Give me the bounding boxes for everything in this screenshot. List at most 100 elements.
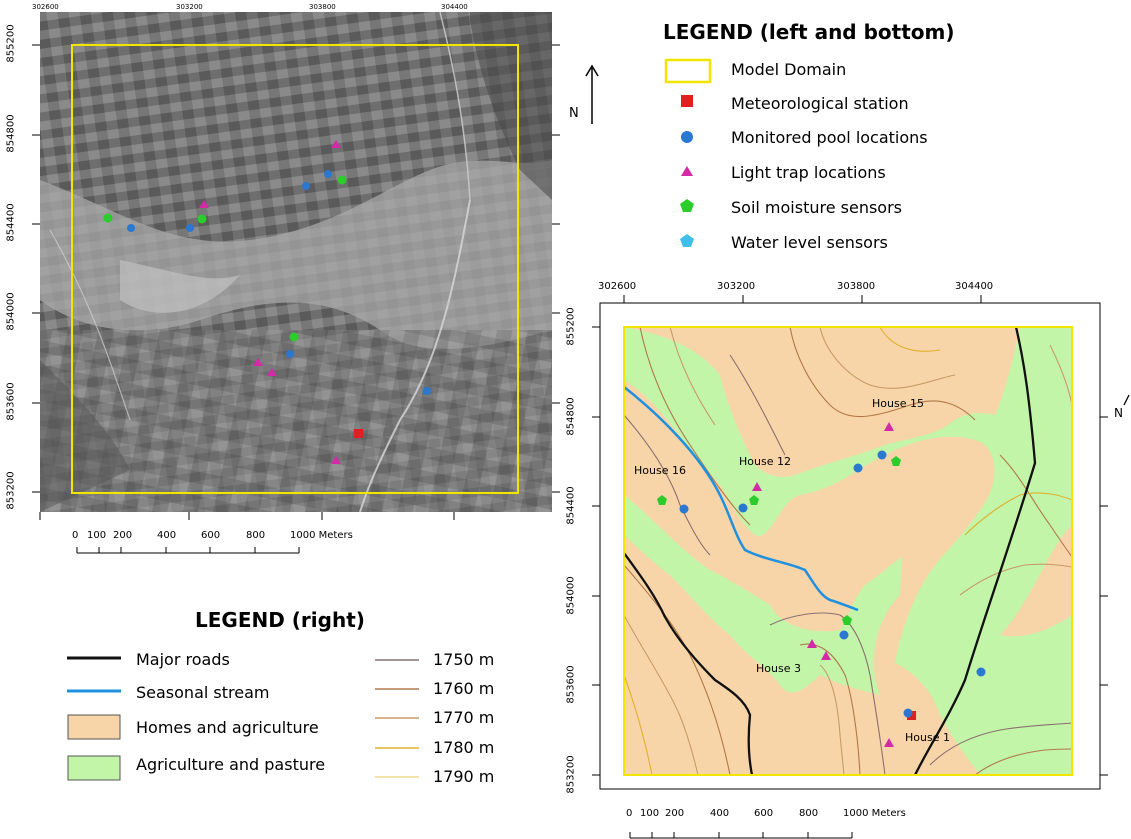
- north-label: N: [569, 106, 579, 121]
- road-line: [913, 326, 1037, 776]
- pasture-icon: [67, 755, 121, 781]
- light-trap-marker: [199, 200, 209, 208]
- light-trap-marker: [807, 639, 817, 648]
- light-trap-icon: [681, 166, 693, 176]
- left-y-tick: 854000: [5, 292, 17, 331]
- pool-marker: [738, 503, 748, 513]
- met-station-icon: [681, 95, 693, 107]
- right-y-tick: 854800: [565, 397, 577, 436]
- legend-item-light-trap: Light trap locations: [731, 163, 886, 182]
- left-scale-label: 100: [87, 530, 107, 541]
- right-y-tick: 854000: [565, 576, 577, 615]
- right-y-tick: 853200: [565, 755, 577, 794]
- pool-marker: [679, 504, 689, 514]
- light-trap-marker: [331, 456, 341, 464]
- pool-marker: [302, 182, 310, 190]
- right-scale-label: 400: [710, 808, 730, 819]
- pool-marker: [839, 630, 849, 640]
- legend-item-roads: Major roads: [136, 650, 230, 669]
- left-y-tick: 853600: [5, 382, 17, 421]
- left-y-tick: 854800: [5, 114, 17, 153]
- soil-sensor-marker: [289, 332, 299, 342]
- legend-item-model-domain: Model Domain: [731, 60, 847, 79]
- right-legend-title: LEGEND (right): [195, 608, 365, 632]
- pool-marker: [423, 387, 431, 395]
- light-trap-marker: [267, 368, 277, 376]
- contour-label: 1770 m: [433, 708, 495, 727]
- legend-item-stream: Seasonal stream: [136, 683, 270, 702]
- legend-item-met-station: Meteorological station: [731, 94, 909, 113]
- right-scale-label: 200: [665, 808, 685, 819]
- left-x-tick: 304400: [441, 3, 468, 11]
- contour-label: 1780 m: [433, 738, 495, 757]
- house-label: House 1: [905, 731, 950, 744]
- model-domain-icon: [664, 58, 712, 84]
- right-y-tick: 853600: [565, 665, 577, 704]
- left-scale-bar: [76, 547, 300, 554]
- right-scale-label: 800: [799, 808, 819, 819]
- right-y-tick: 855200: [565, 307, 577, 346]
- legend-item-pasture: Agriculture and pasture: [136, 755, 326, 774]
- contour-legend-icons: [375, 659, 419, 778]
- contour-label: 1790 m: [433, 767, 495, 786]
- contour-label: 1760 m: [433, 679, 495, 698]
- left-y-tick: 854400: [5, 203, 17, 242]
- stream-line: [623, 386, 859, 612]
- left-x-tick: 303800: [309, 3, 336, 11]
- left-y-tick: 853200: [5, 471, 17, 510]
- left-scale-label: 1000 Meters: [290, 530, 353, 541]
- left-scale-label: 400: [157, 530, 177, 541]
- soil-sensor-marker: [842, 615, 852, 625]
- pool-marker: [286, 350, 294, 358]
- light-trap-marker: [752, 482, 762, 491]
- soil-sensor-marker: [749, 495, 759, 505]
- soil-sensor-icon: [680, 199, 694, 212]
- right-scale-bar: [629, 832, 853, 839]
- light-trap-marker: [253, 358, 263, 366]
- soil-sensor-marker: [197, 214, 207, 224]
- left-y-tick: 855200: [5, 24, 17, 63]
- light-trap-marker: [884, 738, 894, 747]
- aerial-map: [32, 11, 560, 554]
- met-station-marker: [354, 429, 363, 438]
- pool-marker: [976, 667, 986, 677]
- top-legend-title: LEGEND (left and bottom): [663, 20, 955, 44]
- right-x-tick: 304400: [955, 281, 994, 292]
- top-legend-icons: [664, 58, 712, 247]
- pool-marker: [186, 224, 194, 232]
- right-x-tick: 303200: [717, 281, 756, 292]
- light-trap-marker: [821, 651, 831, 660]
- left-scale-label: 200: [113, 530, 133, 541]
- soil-sensor-marker: [103, 213, 113, 223]
- left-x-tick: 302600: [32, 3, 59, 11]
- contour-lines: [623, 326, 1073, 776]
- north-arrow-icon: [585, 64, 599, 124]
- road-line: [623, 552, 754, 776]
- house-label: House 15: [872, 397, 924, 410]
- legend-item-soil-sensor: Soil moisture sensors: [731, 198, 903, 217]
- pool-marker: [853, 463, 863, 473]
- contour-label: 1750 m: [433, 650, 495, 669]
- house-label: House 3: [756, 662, 801, 675]
- left-scale-label: 0: [72, 530, 79, 541]
- soil-sensor-marker: [657, 495, 667, 505]
- homes-icon: [67, 714, 121, 740]
- soil-sensor-marker: [337, 175, 347, 185]
- left-x-tick: 303200: [176, 3, 203, 11]
- model-domain-box: [623, 326, 1073, 776]
- soil-sensor-marker: [891, 456, 901, 466]
- right-legend-icons: [67, 656, 121, 781]
- right-north-label: N: [1114, 406, 1123, 420]
- right-scale-label: 1000 Meters: [843, 808, 906, 819]
- house-label: House 16: [634, 464, 686, 477]
- left-scale-label: 800: [246, 530, 266, 541]
- pool-icon: [681, 131, 693, 143]
- model-domain-box: [71, 44, 519, 494]
- light-trap-marker: [884, 422, 894, 431]
- pool-marker: [127, 224, 135, 232]
- legend-item-pool: Monitored pool locations: [731, 128, 928, 147]
- water-level-icon: [680, 234, 694, 247]
- thematic-map: [592, 295, 1130, 839]
- right-x-tick: 302600: [598, 281, 637, 292]
- right-scale-label: 600: [754, 808, 774, 819]
